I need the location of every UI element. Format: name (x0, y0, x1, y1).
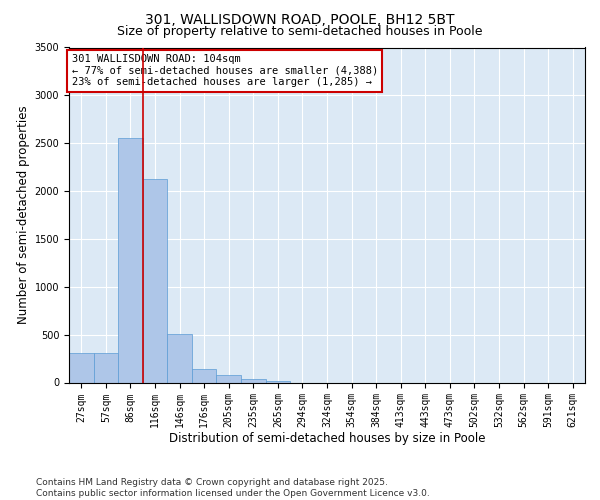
Text: 301, WALLISDOWN ROAD, POOLE, BH12 5BT: 301, WALLISDOWN ROAD, POOLE, BH12 5BT (145, 12, 455, 26)
Bar (118, 138, 143, 382)
Bar (266, 381, 290, 382)
Bar (143, 178, 167, 382)
Bar (69, 354, 94, 382)
Bar (167, 334, 192, 382)
X-axis label: Distribution of semi-detached houses by size in Poole: Distribution of semi-detached houses by … (169, 432, 485, 444)
Text: 301 WALLISDOWN ROAD: 104sqm
← 77% of semi-detached houses are smaller (4,388)
23: 301 WALLISDOWN ROAD: 104sqm ← 77% of sem… (71, 54, 378, 88)
Bar (241, 378, 266, 382)
Bar (217, 375, 241, 382)
Bar (94, 354, 118, 382)
Text: Size of property relative to semi-detached houses in Poole: Size of property relative to semi-detach… (117, 25, 483, 38)
Text: Contains HM Land Registry data © Crown copyright and database right 2025.
Contai: Contains HM Land Registry data © Crown c… (36, 478, 430, 498)
Bar (192, 369, 217, 382)
Y-axis label: Number of semi-detached properties: Number of semi-detached properties (17, 106, 31, 324)
